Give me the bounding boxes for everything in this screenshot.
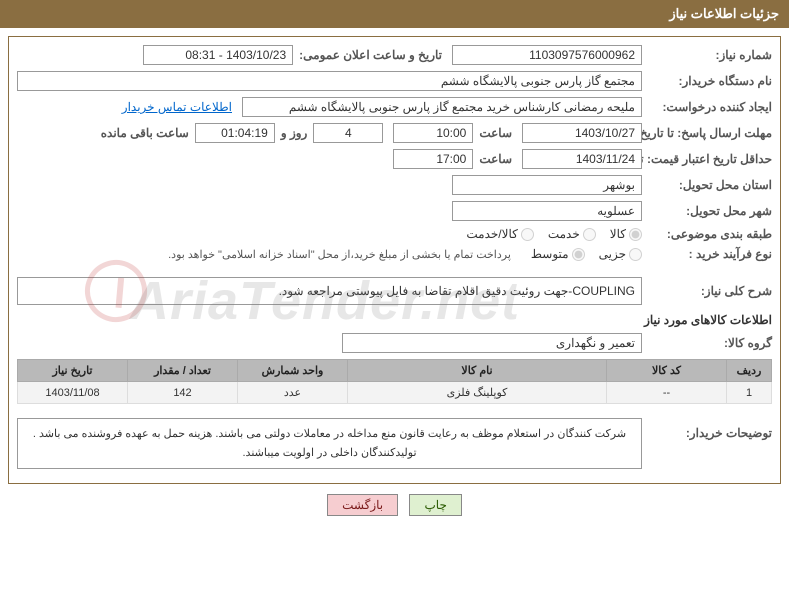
deadline-days-word: روز و: [275, 126, 314, 140]
radio-medium-label: متوسط: [531, 247, 569, 261]
row-requester: ایجاد کننده درخواست: ملیحه رمضانی کارشنا…: [17, 97, 772, 117]
row-buyer-org: نام دستگاه خریدار: مجتمع گاز پارس جنوبی …: [17, 71, 772, 91]
city-label: شهر محل تحویل:: [642, 204, 772, 218]
td-qty: 142: [128, 382, 238, 404]
radio-both-label: کالا/خدمت: [466, 227, 517, 241]
radio-service-label: خدمت: [548, 227, 580, 241]
row-classification: طبقه بندی موضوعی: کالا خدمت کالا/خدمت: [17, 227, 772, 241]
radio-small-label: جزیی: [599, 247, 626, 261]
deadline-hms: 01:04:19: [195, 123, 275, 143]
th-row: ردیف: [727, 360, 772, 382]
province-value: بوشهر: [452, 175, 642, 195]
table-row: 1 -- کوپلینگ فلزی عدد 142 1403/11/08: [18, 382, 772, 404]
buyer-org-value: مجتمع گاز پارس جنوبی پالایشگاه ششم: [17, 71, 642, 91]
row-need-number: شماره نیاز: 1103097576000962 تاریخ و ساع…: [17, 45, 772, 65]
row-group: گروه کالا: تعمیر و نگهداری: [17, 333, 772, 353]
process-label: نوع فرآیند خرید :: [642, 247, 772, 261]
validity-date: 1403/11/24: [522, 149, 642, 169]
deadline-time-label: ساعت: [473, 126, 512, 140]
row-general-desc: شرح کلی نیاز: COUPLING-جهت روئیت دقیق اق…: [17, 277, 772, 305]
buyer-notes-text: شرکت کنندگان در استعلام موظف به رعایت قا…: [17, 418, 642, 469]
row-province: استان محل تحویل: بوشهر: [17, 175, 772, 195]
td-code: --: [607, 382, 727, 404]
need-number-label: شماره نیاز:: [642, 48, 772, 62]
page-title: جزئیات اطلاعات نیاز: [0, 0, 789, 28]
validity-time: 17:00: [393, 149, 473, 169]
announce-value: 1403/10/23 - 08:31: [143, 45, 293, 65]
deadline-time: 10:00: [393, 123, 473, 143]
classification-group: کالا خدمت کالا/خدمت: [456, 227, 642, 241]
row-process: نوع فرآیند خرید : جزیی متوسط پرداخت تمام…: [17, 247, 772, 261]
td-name: کوپلینگ فلزی: [348, 382, 607, 404]
print-button[interactable]: چاپ: [409, 494, 461, 516]
deadline-label: مهلت ارسال پاسخ: تا تاریخ:: [642, 126, 772, 140]
th-name: نام کالا: [348, 360, 607, 382]
td-row: 1: [727, 382, 772, 404]
city-value: عسلویه: [452, 201, 642, 221]
validity-time-label: ساعت: [473, 152, 512, 166]
radio-both[interactable]: کالا/خدمت: [466, 227, 533, 241]
requester-value: ملیحه رمضانی کارشناس خرید مجتمع گاز پارس…: [242, 97, 642, 117]
radio-goods[interactable]: کالا: [610, 227, 642, 241]
radio-small[interactable]: جزیی: [599, 247, 642, 261]
group-value: تعمیر و نگهداری: [342, 333, 642, 353]
need-number-value: 1103097576000962: [452, 45, 642, 65]
button-row: چاپ بازگشت: [0, 494, 789, 516]
buyer-contact-link[interactable]: اطلاعات تماس خریدار: [122, 100, 232, 114]
classification-label: طبقه بندی موضوعی:: [642, 227, 772, 241]
requester-label: ایجاد کننده درخواست:: [642, 100, 772, 114]
deadline-days: 4: [313, 123, 383, 143]
process-note: پرداخت تمام یا بخشی از مبلغ خرید،از محل …: [168, 248, 511, 261]
announce-label: تاریخ و ساعت اعلان عمومی:: [293, 48, 442, 62]
items-table: ردیف کد کالا نام کالا واحد شمارش تعداد /…: [17, 359, 772, 404]
td-unit: عدد: [238, 382, 348, 404]
radio-medium[interactable]: متوسط: [531, 247, 585, 261]
province-label: استان محل تحویل:: [642, 178, 772, 192]
th-unit: واحد شمارش: [238, 360, 348, 382]
back-button[interactable]: بازگشت: [327, 494, 398, 516]
items-section-title: اطلاعات کالاهای مورد نیاز: [17, 313, 772, 327]
radio-service[interactable]: خدمت: [548, 227, 596, 241]
general-desc-value: COUPLING-جهت روئیت دقیق اقلام تقاضا به ف…: [17, 277, 642, 305]
row-city: شهر محل تحویل: عسلویه: [17, 201, 772, 221]
td-date: 1403/11/08: [18, 382, 128, 404]
deadline-remaining: ساعت باقی مانده: [95, 126, 195, 140]
radio-goods-label: کالا: [610, 227, 626, 241]
buyer-notes-label: توضیحات خریدار:: [642, 412, 772, 440]
th-date: تاریخ نیاز: [18, 360, 128, 382]
th-qty: تعداد / مقدار: [128, 360, 238, 382]
row-buyer-notes: توضیحات خریدار: شرکت کنندگان در استعلام …: [17, 412, 772, 469]
row-validity: حداقل تاریخ اعتبار قیمت: تا تاریخ: 1403/…: [17, 149, 772, 169]
row-deadline-reply: مهلت ارسال پاسخ: تا تاریخ: 1403/10/27 سا…: [17, 123, 772, 143]
buyer-org-label: نام دستگاه خریدار:: [642, 74, 772, 88]
th-code: کد کالا: [607, 360, 727, 382]
validity-label: حداقل تاریخ اعتبار قیمت: تا تاریخ:: [642, 152, 772, 166]
deadline-date: 1403/10/27: [522, 123, 642, 143]
general-desc-label: شرح کلی نیاز:: [642, 284, 772, 298]
group-label: گروه کالا:: [642, 336, 772, 350]
details-panel: شماره نیاز: 1103097576000962 تاریخ و ساع…: [8, 36, 781, 484]
process-group: جزیی متوسط: [521, 247, 642, 261]
